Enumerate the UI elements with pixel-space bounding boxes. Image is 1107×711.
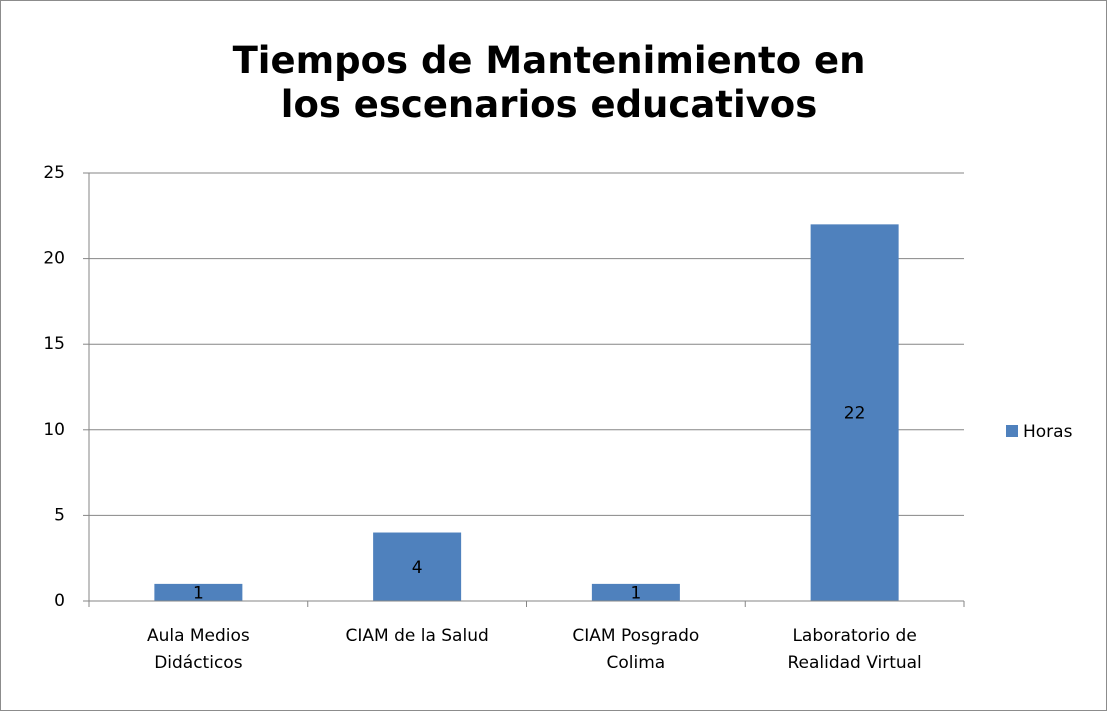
x-tick-label: CIAM Posgrado Colima [572,626,700,673]
y-tick-label: 15 [43,334,65,354]
data-label: 22 [844,404,866,424]
data-label: 1 [193,583,204,603]
y-tick-label: 10 [43,420,65,440]
bar [810,224,899,602]
x-tick-label: Aula Medios Didácticos [146,626,250,673]
bar [591,583,680,601]
chart-title: Tiempos de Mantenimiento en los escenari… [232,39,866,126]
bar [154,583,243,601]
y-tick-label: 0 [54,591,65,611]
y-tick-label: 25 [43,163,65,183]
x-tick-label: CIAM de la Salud [345,626,489,646]
y-tick-label: 20 [43,249,65,269]
bar [373,532,462,601]
x-tick-label: Laboratorio de Realidad Virtual [787,626,922,673]
y-tick-label: 5 [54,505,65,525]
data-label: 4 [412,558,423,578]
legend-label: Horas [1023,422,1073,442]
data-label: 1 [630,583,641,603]
legend-swatch [1006,425,1018,437]
